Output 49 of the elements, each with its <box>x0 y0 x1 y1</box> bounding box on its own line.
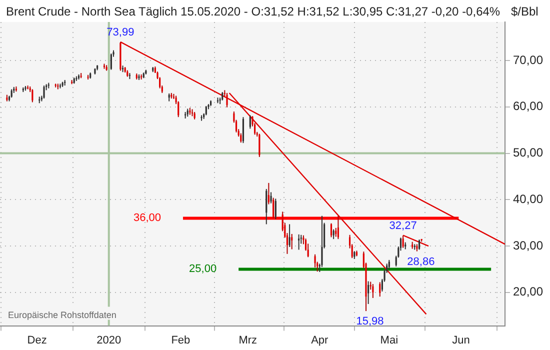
annotation: Europäische Rohstoffdaten <box>8 310 116 320</box>
x-tick-label: Feb <box>171 334 190 346</box>
candlestick <box>242 116 244 144</box>
annotation: 15,98 <box>356 316 384 328</box>
candlestick <box>291 233 293 250</box>
candlestick <box>274 198 276 220</box>
candlestick <box>272 197 274 219</box>
candlestick <box>266 188 268 225</box>
x-tick-label: Jun <box>452 334 470 346</box>
y-tick-label: 20,00 <box>512 284 544 299</box>
y-tick-label: 50,00 <box>512 146 544 160</box>
x-tick-label: Apr <box>311 334 329 346</box>
y-tick-label: 30,00 <box>512 238 544 252</box>
y-axis-title: $/Bbl <box>510 4 538 18</box>
candlestick <box>314 254 316 268</box>
candlestick <box>337 215 339 240</box>
candlestick <box>332 228 334 240</box>
x-tick-label: Dez <box>27 334 47 346</box>
annotation: 73,99 <box>106 26 134 39</box>
candlestick <box>258 133 260 158</box>
x-tick-label: 2020 <box>96 334 122 346</box>
chart-title: Brent Crude - North Sea Täglich 15.05.2020 - O:31,52 H:31,52 L:30,95 C:31,27 -0,20 -0,64% <box>6 4 500 18</box>
y-tick-label: 60,00 <box>512 99 544 114</box>
candlestick <box>200 114 202 122</box>
x-tick-label: Mrz <box>238 334 258 346</box>
annotation: 32,27 <box>389 220 417 232</box>
candlestick <box>57 83 59 90</box>
text: 36,00 <box>133 212 161 224</box>
y-tick-label: 40,00 <box>512 192 544 206</box>
candlestick <box>330 222 332 238</box>
candlestick <box>388 259 390 270</box>
candlestick <box>240 132 242 144</box>
candlestick <box>249 114 251 130</box>
candlestick <box>418 239 420 250</box>
candlestick <box>32 88 34 103</box>
candlestick <box>368 280 370 304</box>
candlestick <box>270 192 272 204</box>
candlestick <box>379 282 381 298</box>
annotation: 28,86 <box>407 256 435 268</box>
candlestick <box>43 85 45 100</box>
y-tick-label: 70,00 <box>512 52 544 67</box>
x-tick-label: Mai <box>380 334 398 346</box>
candlestick <box>110 53 112 70</box>
candlestick <box>372 284 374 298</box>
candlestick <box>205 105 207 116</box>
text: 25,00 <box>189 263 217 276</box>
candlestick <box>298 234 300 250</box>
candlestick <box>268 182 270 205</box>
candlestick <box>288 224 290 248</box>
